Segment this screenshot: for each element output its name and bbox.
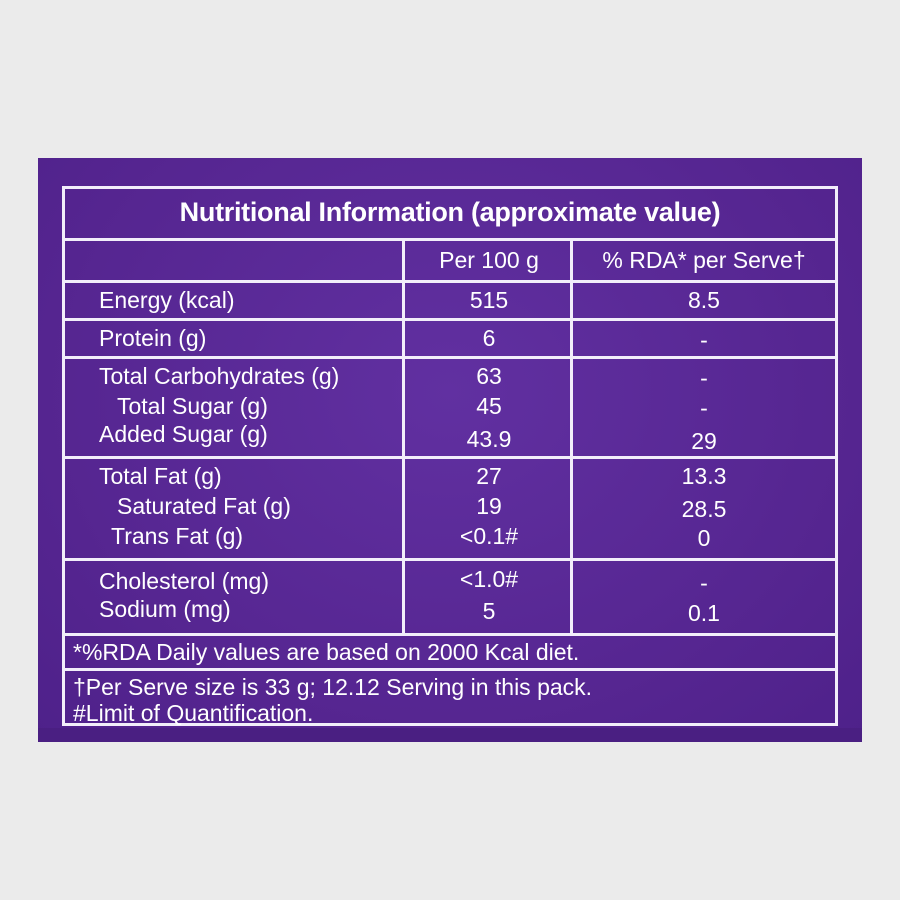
table-row-energy: Energy (kcal) 515 8.5 bbox=[65, 283, 835, 321]
footnote-loq: #Limit of Quantification. bbox=[73, 700, 314, 726]
column-divider-1 bbox=[402, 241, 405, 636]
column-divider-2 bbox=[570, 241, 573, 636]
title-row: Nutritional Information (approximate val… bbox=[65, 189, 835, 241]
row-rda: 13.3 bbox=[681, 463, 727, 489]
row-per100: 63 bbox=[476, 363, 502, 389]
row-rda: - bbox=[700, 365, 708, 391]
header-row: Per 100 g % RDA* per Serve† bbox=[65, 241, 835, 283]
row-label: Total Sugar (g) bbox=[117, 393, 268, 419]
table-group-carbohydrates: Total Carbohydrates (g) 63 - Total Sugar… bbox=[65, 359, 835, 459]
panel-bottom-edge bbox=[38, 728, 862, 742]
row-rda: 0.1 bbox=[688, 600, 720, 626]
nutrition-table: Nutritional Information (approximate val… bbox=[62, 186, 838, 726]
row-per100: <0.1# bbox=[459, 523, 519, 549]
row-per100: 515 bbox=[469, 287, 509, 313]
row-rda: - bbox=[700, 395, 708, 421]
row-label: Sodium (mg) bbox=[99, 596, 231, 622]
row-rda: 8.5 bbox=[688, 287, 720, 313]
row-per100: 43.9 bbox=[466, 426, 512, 452]
row-rda: 0 bbox=[697, 525, 711, 551]
row-per100: 45 bbox=[476, 393, 502, 419]
label-panel: Nutritional Information (approximate val… bbox=[38, 158, 862, 742]
header-per-100g: Per 100 g bbox=[439, 247, 539, 273]
footnote-rda-row: *%RDA Daily values are based on 2000 Kca… bbox=[65, 636, 835, 671]
footnote-rda: *%RDA Daily values are based on 2000 Kca… bbox=[73, 639, 580, 665]
footnote-serve: †Per Serve size is 33 g; 12.12 Serving i… bbox=[73, 674, 593, 700]
row-rda: - bbox=[700, 570, 708, 596]
row-per100: 5 bbox=[482, 598, 496, 624]
table-group-cholesterol-sodium: Cholesterol (mg) <1.0# - Sodium (mg) 5 0… bbox=[65, 561, 835, 636]
row-label: Protein (g) bbox=[99, 325, 207, 351]
row-label: Trans Fat (g) bbox=[111, 523, 244, 549]
row-label: Cholesterol (mg) bbox=[99, 568, 269, 594]
table-row-protein: Protein (g) 6 - bbox=[65, 321, 835, 359]
row-label: Total Fat (g) bbox=[99, 463, 222, 489]
row-per100: 6 bbox=[482, 325, 496, 351]
row-rda: 29 bbox=[691, 428, 717, 454]
row-label: Added Sugar (g) bbox=[99, 421, 268, 447]
footnote-serve-row: †Per Serve size is 33 g; 12.12 Serving i… bbox=[65, 671, 835, 729]
row-per100: 27 bbox=[476, 463, 502, 489]
row-rda: - bbox=[700, 327, 708, 353]
header-rda-per-serve: % RDA* per Serve† bbox=[602, 247, 806, 273]
row-rda: 28.5 bbox=[681, 496, 727, 522]
row-label: Saturated Fat (g) bbox=[117, 493, 291, 519]
row-per100: 19 bbox=[476, 493, 502, 519]
row-label: Total Carbohydrates (g) bbox=[99, 363, 340, 389]
row-label: Energy (kcal) bbox=[99, 287, 235, 313]
row-per100: <1.0# bbox=[459, 566, 519, 592]
table-title: Nutritional Information (approximate val… bbox=[179, 197, 721, 227]
table-group-fat: Total Fat (g) 27 13.3 Saturated Fat (g) … bbox=[65, 459, 835, 561]
